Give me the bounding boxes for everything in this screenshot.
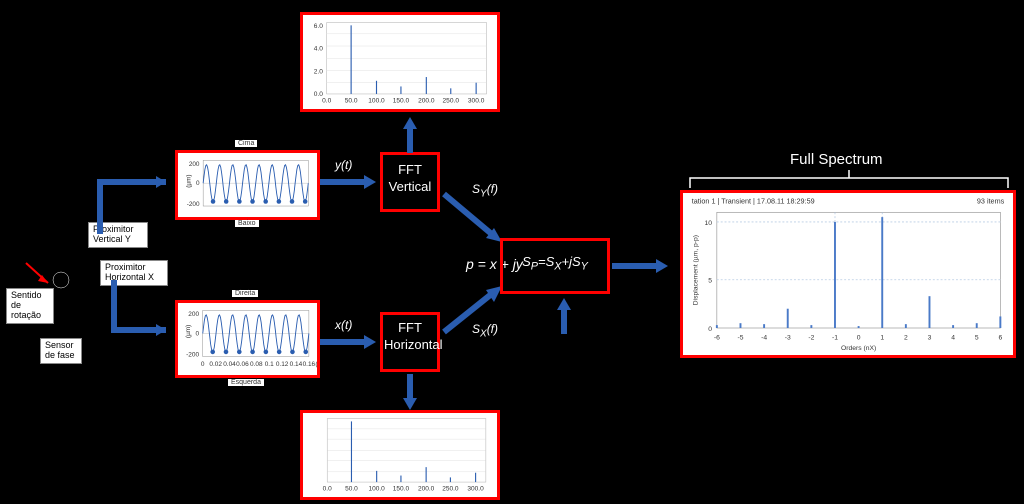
eq-x: x(t) — [335, 318, 352, 332]
svg-text:1: 1 — [880, 335, 884, 342]
waveform-top: 200 0 -200 (µm) — [175, 150, 320, 220]
svg-text:0: 0 — [708, 326, 712, 333]
svg-text:0: 0 — [201, 361, 205, 368]
svg-text:-5: -5 — [737, 335, 743, 342]
spectrum-bottom: 0.0 50.0 100.0 150.0 200.0 250.0 300.0 — [300, 410, 500, 500]
svg-text:250.0: 250.0 — [443, 97, 460, 104]
eq-Sx: SX(f) — [472, 322, 498, 339]
svg-text:0.06: 0.06 — [236, 361, 249, 368]
svg-text:(µm): (µm) — [185, 174, 192, 187]
svg-text:0: 0 — [857, 335, 861, 342]
svg-text:0.12: 0.12 — [276, 361, 289, 368]
svg-text:0.0: 0.0 — [323, 485, 332, 492]
svg-text:-1: -1 — [832, 335, 838, 342]
svg-text:100.0: 100.0 — [368, 97, 385, 104]
svg-text:200: 200 — [188, 311, 199, 318]
svg-text:50.0: 50.0 — [345, 97, 358, 104]
svg-text:0.02: 0.02 — [209, 361, 222, 368]
arrow-fft-down — [400, 372, 420, 412]
svg-text:5: 5 — [708, 278, 712, 285]
svg-text:0.14: 0.14 — [290, 361, 303, 368]
arrow-fft-up — [400, 115, 420, 155]
svg-text:3: 3 — [928, 335, 932, 342]
svg-text:300.0: 300.0 — [468, 97, 485, 104]
full-spectrum-title: Full Spectrum — [790, 150, 883, 170]
svg-text:-2: -2 — [808, 335, 814, 342]
waveform-bottom: 200 0 -200 (µm) 0 0.02 0.04 0.06 0.08 0.… — [175, 300, 320, 378]
svg-text:(s): (s) — [315, 361, 317, 368]
arrow-wy-fft — [320, 172, 380, 192]
svg-text:2.0: 2.0 — [314, 68, 323, 75]
svg-text:0.0: 0.0 — [314, 91, 323, 98]
fs-xlabel: Orders (nX) — [841, 345, 876, 352]
svg-text:6.0: 6.0 — [314, 23, 323, 30]
svg-text:0.0: 0.0 — [322, 97, 331, 104]
full-spectrum-panel: tation 1 | Transient | 17.08.11 18:29:59… — [680, 190, 1016, 358]
svg-text:4.0: 4.0 — [314, 46, 323, 53]
svg-text:5: 5 — [975, 335, 979, 342]
svg-text:0.16: 0.16 — [303, 361, 316, 368]
full-spectrum-chart: tation 1 | Transient | 17.08.11 18:29:59… — [683, 193, 1013, 355]
svg-text:100.0: 100.0 — [369, 485, 386, 492]
arrow-wx-fft — [320, 332, 380, 352]
cima-label: Cima — [235, 140, 257, 147]
station-text: tation 1 | Transient | 17.08.11 18:29:59 — [692, 197, 815, 206]
arrow-proxy-y — [70, 168, 180, 238]
fft-box-top-label: FFT Vertical — [384, 162, 436, 196]
svg-text:250.0: 250.0 — [442, 485, 459, 492]
direita-label: Direita — [232, 290, 258, 297]
svg-text:4: 4 — [951, 335, 955, 342]
svg-text:-200: -200 — [186, 352, 199, 359]
svg-text:200: 200 — [189, 161, 200, 168]
arrow-sum-in — [554, 296, 574, 336]
svg-text:0: 0 — [196, 180, 200, 187]
svg-text:300.0: 300.0 — [467, 485, 484, 492]
esquerda-label: Esquerda — [228, 379, 264, 386]
svg-text:0.04: 0.04 — [223, 361, 236, 368]
svg-text:200.0: 200.0 — [418, 485, 435, 492]
sensor-fase-label: Sensor de fase — [40, 338, 82, 364]
svg-text:150.0: 150.0 — [393, 485, 410, 492]
arrow-proxy-x — [100, 276, 180, 346]
bracket — [688, 170, 1010, 190]
svg-text:0.1: 0.1 — [265, 361, 274, 368]
svg-text:(µm): (µm) — [185, 325, 192, 338]
spectrum-top-chart: 0.0 50.0 100.0 150.0 200.0 250.0 300.0 6… — [303, 15, 497, 109]
svg-text:6: 6 — [998, 335, 1002, 342]
items-text: 93 items — [977, 197, 1005, 206]
svg-text:2: 2 — [904, 335, 908, 342]
svg-text:-200: -200 — [187, 201, 200, 208]
svg-text:0: 0 — [195, 330, 199, 337]
svg-text:10: 10 — [705, 220, 713, 227]
svg-text:150.0: 150.0 — [393, 97, 410, 104]
waveform-bottom-chart: 200 0 -200 (µm) 0 0.02 0.04 0.06 0.08 0.… — [178, 303, 317, 375]
svg-text:200.0: 200.0 — [418, 97, 435, 104]
svg-text:-4: -4 — [761, 335, 767, 342]
fft-box-bottom-label: FFT Horizontal — [384, 320, 436, 354]
sum-box-label: SP=SX+jSY — [506, 254, 604, 274]
svg-text:0.08: 0.08 — [250, 361, 263, 368]
fs-ylabel: Displacement (µm, p-p) — [693, 235, 700, 305]
baixo-label: Baixo — [235, 220, 259, 227]
spectrum-top: 0.0 50.0 100.0 150.0 200.0 250.0 300.0 6… — [300, 12, 500, 112]
svg-text:-3: -3 — [785, 335, 791, 342]
spectrum-bottom-chart: 0.0 50.0 100.0 150.0 200.0 250.0 300.0 — [303, 413, 497, 497]
sentido-label: Sentido de rotação — [6, 288, 54, 324]
waveform-top-chart: 200 0 -200 (µm) — [178, 153, 317, 217]
eq-Sy: SY(f) — [472, 182, 498, 199]
eq-y: y(t) — [335, 158, 352, 172]
svg-text:-6: -6 — [714, 335, 720, 342]
arrow-sum-out — [612, 256, 672, 276]
svg-text:50.0: 50.0 — [345, 485, 358, 492]
